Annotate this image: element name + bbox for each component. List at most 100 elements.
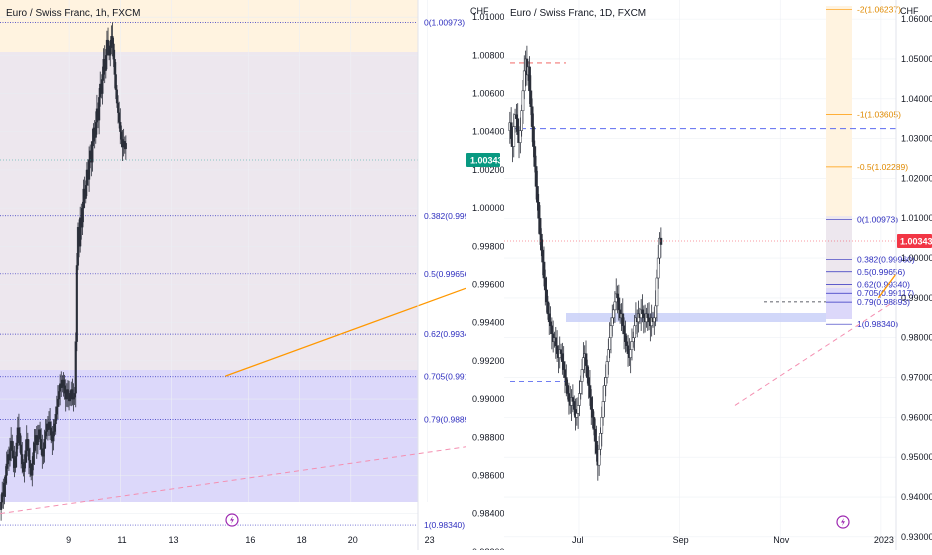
left-candles	[0, 22, 127, 521]
right-y-tick: 1.00000	[901, 253, 932, 263]
left-candle-body	[111, 36, 114, 45]
right-x-tick: Jul	[572, 535, 584, 545]
left-price-badge-bg	[466, 153, 500, 167]
right-x-tick: 2023	[874, 535, 894, 545]
right-candle-body	[515, 114, 518, 119]
right-fib-zone-lower	[826, 288, 852, 319]
left-y-tick: 0.98400	[472, 509, 505, 519]
right-candle-body	[625, 341, 629, 346]
left-y-tick: 1.00800	[472, 50, 505, 60]
left-candle-body	[29, 460, 32, 468]
left-candle-body	[73, 393, 76, 398]
right-candle-body	[512, 126, 516, 147]
right-y-tick: 0.97000	[901, 373, 932, 383]
right-candle-body	[622, 325, 626, 334]
left-candle-body	[15, 442, 18, 457]
left-candle-body	[113, 59, 116, 75]
left-candle-body	[94, 122, 97, 138]
right-candle-body	[599, 433, 602, 450]
left-candle-body	[120, 131, 123, 140]
left-candle-body	[74, 341, 77, 394]
left-candle-body	[98, 97, 101, 121]
left-fib-label: 0.705(0.99117)	[424, 372, 481, 382]
left-candle-body	[33, 442, 36, 453]
right-candle-body	[541, 249, 545, 263]
left-x-tick: 11	[117, 535, 126, 545]
right-candle-body	[612, 309, 615, 319]
right-extension-zone	[826, 6, 852, 216]
left-candle-body	[11, 440, 14, 451]
right-y-tick: 1.03000	[901, 134, 932, 144]
right-y-tick: 1.04000	[901, 94, 932, 104]
right-candle-body	[542, 261, 546, 279]
right-fib-levels: 0(1.00973) 0.382(0.99960) 0.5(0.99656) 0.62…	[826, 5, 915, 329]
left-dashed-support-line	[0, 446, 467, 515]
right-candle-body	[604, 377, 608, 386]
right-dashed-support-line	[734, 301, 894, 406]
right-fib-ext-label: -1(1.03605)	[857, 109, 901, 119]
right-candle-body	[579, 381, 583, 394]
daily-chart-panel[interactable]: 0(1.00973) 0.382(0.99960) 0.5(0.99656) 0.62…	[504, 0, 915, 550]
left-price-axis-bg	[466, 0, 504, 550]
left-candle-body	[44, 431, 47, 440]
left-candle-body	[3, 482, 6, 497]
left-candle-body	[23, 461, 26, 472]
right-grid	[504, 0, 896, 548]
right-price-axis[interactable]: CHF 1.060001.050001.040001.030001.020001…	[897, 6, 932, 542]
right-candle-body	[655, 277, 659, 307]
left-y-tick: 0.99800	[472, 241, 505, 251]
left-event-marker[interactable]	[225, 513, 239, 527]
right-fib-label: 0(1.00973)	[857, 214, 898, 224]
left-fib-levels: 0(1.00973) 0.382(0.99960) 0.5(0.99656) 0.62…	[0, 17, 482, 530]
right-support-zone	[566, 313, 826, 322]
right-candle-body	[516, 118, 520, 135]
right-candle-body	[538, 217, 542, 235]
right-candle-body	[609, 325, 613, 338]
lightning-glyph	[841, 518, 845, 526]
left-price-badge-text: 1.00343	[470, 156, 503, 166]
right-fib-zone-upper	[826, 216, 852, 288]
right-candle-body	[647, 317, 651, 323]
right-price-badge-text: 1.00343	[900, 237, 932, 247]
right-candle-body	[543, 277, 547, 291]
left-x-tick: 13	[169, 535, 179, 545]
right-candle-body	[646, 313, 650, 319]
right-candle-body	[564, 377, 568, 386]
right-y-tick: 0.96000	[901, 412, 932, 422]
right-candle-body	[603, 385, 606, 402]
left-y-tick: 0.98600	[472, 470, 505, 480]
left-candle-body	[62, 379, 65, 386]
right-fib-label: 0.382(0.99960)	[857, 255, 915, 265]
lightning-glyph	[230, 516, 234, 524]
left-fib-zone-lower	[0, 370, 418, 502]
right-candle-body	[654, 305, 657, 319]
right-candle-body	[616, 293, 619, 299]
right-candle-body	[536, 186, 539, 203]
right-candle-body	[587, 377, 590, 386]
left-candle-body	[39, 429, 42, 440]
left-candle-body	[117, 102, 120, 113]
left-candle-body	[101, 74, 104, 94]
right-fib-ext-label: -0.5(1.02289)	[857, 162, 908, 172]
right-y-tick: 1.02000	[901, 173, 932, 183]
left-candle-body	[54, 414, 57, 425]
right-candle-body	[630, 341, 634, 350]
right-candle-body	[591, 409, 594, 418]
left-candle-body	[72, 397, 75, 400]
right-x-axis: Jul Sep Nov 2023	[572, 535, 894, 545]
left-extension-zone	[0, 0, 418, 52]
right-candle-body	[554, 337, 558, 346]
right-y-tick: 0.94000	[901, 492, 932, 502]
left-price-axis[interactable]: CHF 1.010001.008001.006001.004001.002001…	[466, 0, 505, 555]
left-x-tick: 9	[66, 535, 71, 545]
right-candle-body	[567, 393, 571, 402]
hourly-chart-panel[interactable]: 0(1.00973) 0.382(0.99960) 0.5(0.99656) 0.62…	[0, 0, 482, 553]
left-trend-lines	[0, 287, 467, 515]
left-current-price-badge: 1.00343	[466, 153, 503, 167]
right-event-marker[interactable]	[836, 515, 850, 529]
left-y-tick: 1.01000	[472, 12, 505, 22]
right-candle-body	[522, 70, 526, 92]
right-candle-body	[659, 237, 663, 245]
left-fib-label: 0(1.00973)	[424, 17, 465, 27]
left-candle-body	[8, 448, 12, 461]
